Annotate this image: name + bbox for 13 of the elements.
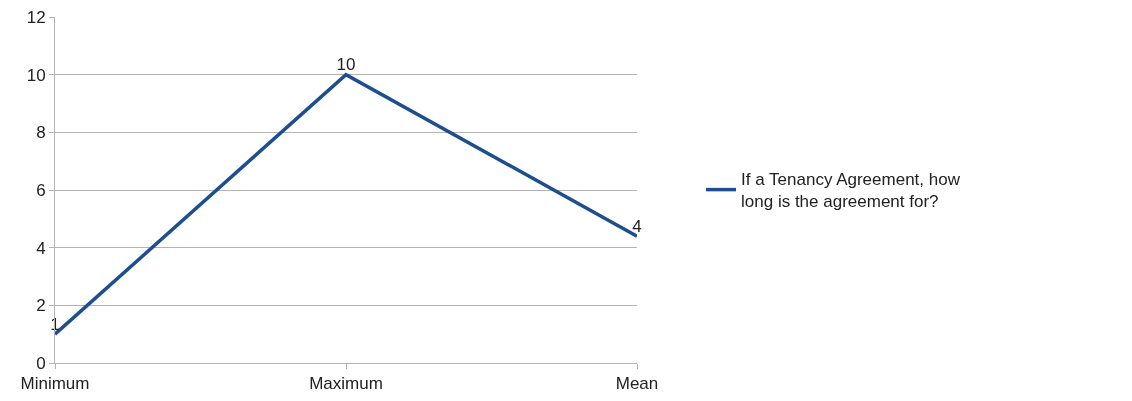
x-tick-label: Maximum — [309, 374, 383, 394]
y-tick-label: 0 — [36, 353, 46, 373]
data-label: 4 — [632, 216, 642, 236]
y-tick-label: 8 — [36, 123, 46, 143]
x-tick-label: Mean — [615, 374, 659, 394]
y-tick-label: 2 — [36, 296, 46, 316]
y-tick-label: 12 — [26, 7, 46, 27]
y-tick-label: 6 — [36, 180, 46, 200]
y-tick-label: 4 — [36, 238, 46, 258]
data-label: 10 — [336, 55, 356, 75]
y-tick-label: 10 — [26, 65, 46, 85]
legend-label: If a Tenancy Agreement, how long is the agreement for? — [741, 170, 961, 212]
x-tick-label: Minimum — [20, 374, 90, 394]
